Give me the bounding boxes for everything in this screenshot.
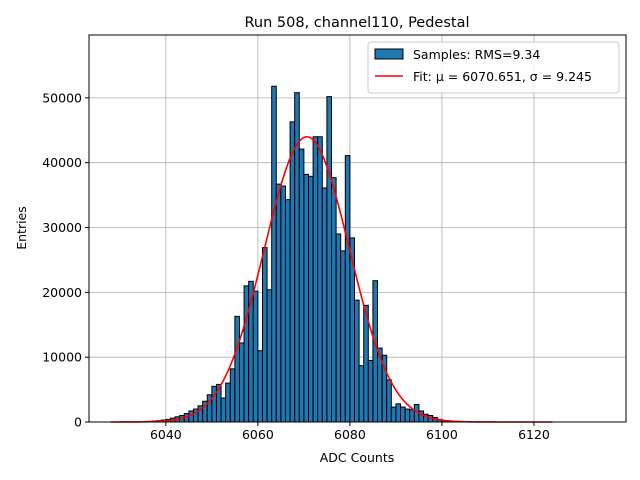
histogram-bar — [307, 175, 314, 423]
histogram-bar — [321, 187, 328, 423]
histogram-bar — [275, 183, 282, 423]
histogram-bar — [317, 136, 323, 423]
chart-title: Run 508, channel110, Pedestal — [244, 15, 469, 31]
legend-swatch-samples — [374, 48, 404, 60]
histogram-bar — [303, 173, 309, 423]
histogram-bar — [284, 199, 291, 423]
histogram-bar — [238, 342, 245, 423]
histogram-bar — [395, 403, 402, 423]
legend-box — [367, 41, 620, 94]
histogram-bar — [358, 365, 365, 423]
histogram-bar — [404, 408, 411, 423]
plot-frame — [88, 34, 627, 423]
histogram-bar — [229, 368, 236, 423]
histogram-bar — [367, 359, 374, 423]
histogram-bar — [340, 250, 346, 423]
y-tick-label: 0 — [74, 415, 82, 430]
histogram-bar — [331, 177, 337, 423]
legend-label-samples: Samples: RMS=9.34 — [413, 47, 540, 62]
axis-ticks: 6040 6060 6080 6100 6120 0 10000 20000 30000 4000… — [42, 90, 550, 442]
y-tick-label: 40000 — [42, 155, 82, 170]
histogram-bar — [280, 185, 286, 423]
histogram-bar — [261, 247, 268, 423]
histogram-bar — [326, 96, 333, 423]
histogram-bar — [234, 315, 240, 423]
histogram-bar — [252, 290, 259, 423]
y-tick-label: 50000 — [42, 90, 82, 105]
histogram-bars — [146, 85, 452, 423]
histogram-bar — [335, 233, 342, 423]
x-tick-label: 6040 — [150, 427, 182, 442]
y-axis-label: Entries — [14, 206, 29, 250]
x-axis-label: ADC Counts — [320, 450, 395, 465]
histogram-bar — [354, 299, 360, 423]
histogram-bar — [271, 85, 277, 423]
y-tick-label: 20000 — [42, 285, 82, 300]
histogram-bar — [220, 397, 227, 423]
histogram-bar — [363, 304, 369, 423]
legend: Samples: RMS=9.34 Fit: μ = 6070.651, σ =… — [367, 41, 620, 94]
histogram-bar — [312, 136, 319, 423]
histogram-bar — [289, 121, 296, 423]
histogram-bar — [400, 406, 406, 423]
legend-label-fit: Fit: μ = 6070.651, σ = 9.245 — [413, 69, 592, 84]
histogram-bar — [243, 285, 250, 423]
x-tick-label: 6060 — [242, 427, 274, 442]
histogram-bar — [211, 385, 217, 423]
histogram-bar — [390, 406, 397, 423]
y-tick-label: 10000 — [42, 350, 82, 365]
histogram-bar — [409, 409, 415, 423]
y-tick-label: 30000 — [42, 220, 82, 235]
histogram-bar — [372, 280, 379, 423]
x-tick-label: 6100 — [426, 427, 458, 442]
x-tick-label: 6120 — [518, 427, 550, 442]
histogram-bar — [386, 379, 392, 423]
histogram-bar — [344, 155, 351, 423]
histogram-bar — [266, 289, 273, 423]
x-tick-label: 6080 — [334, 427, 366, 442]
histogram-bar — [257, 350, 263, 423]
histogram-bar — [225, 382, 231, 423]
histogram-bar — [298, 148, 305, 423]
